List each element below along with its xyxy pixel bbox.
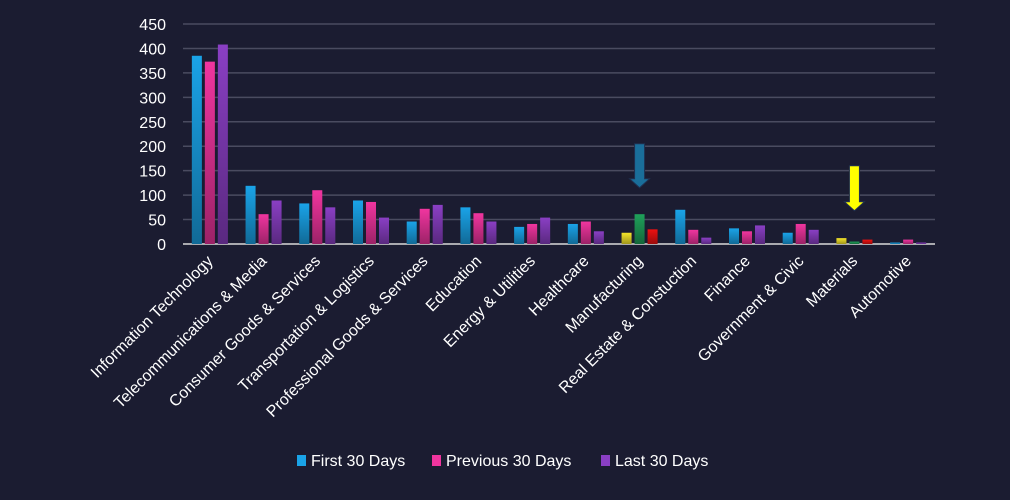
bar-shade [245,185,256,244]
bar-shade [634,214,645,244]
legend-swatch [297,455,306,466]
y-tick-label: 300 [139,90,166,107]
bar-shade [353,200,363,244]
bar-shade [486,221,497,244]
bar-shade [701,237,712,244]
bar-shade [460,207,471,244]
y-tick-label: 250 [139,115,166,132]
bar-shade [903,239,914,244]
bar-shade [299,203,310,244]
bar-shade [366,201,376,244]
y-tick-label: 100 [139,188,166,205]
bar-shade [688,229,699,244]
bar-shade [742,231,752,244]
x-tick-label: Finance [702,253,754,305]
y-tick-label: 50 [148,213,166,230]
bar-shade [621,232,632,244]
bar-shade [890,242,901,244]
bar-shade [782,232,793,244]
bar-shade [473,213,484,244]
y-tick-label: 450 [139,17,166,34]
bar-shade [312,190,323,244]
bar-shade [271,200,282,244]
y-tick-label: 400 [139,41,166,58]
down-arrow-icon [843,165,866,212]
legend-label: First 30 Days [311,453,405,470]
bar-shade [849,241,860,244]
y-tick-label: 150 [139,164,166,181]
bar-shade [808,229,819,244]
bar-shade [580,221,591,244]
y-tick-label: 200 [139,139,166,156]
bar-shade [406,221,417,244]
bar-shade [916,242,927,244]
bar-shade [795,223,806,244]
bar-shade [191,55,202,245]
bar-shade [729,228,739,244]
bar-shade [379,217,389,244]
bar-shade [540,217,551,244]
legend-label: Previous 30 Days [446,453,571,470]
bar-shade [755,225,765,244]
bar-shade [675,209,686,244]
bar-shade [432,204,443,244]
legend-label: Last 30 Days [615,453,708,470]
bar-shade [204,61,215,245]
bar-shade [217,44,228,245]
bar-shade [567,223,578,244]
x-tick-label: Energy & Utilities [441,253,539,351]
y-tick-label: 350 [139,66,166,83]
bar-shade [862,239,873,244]
bar-shade [593,231,604,244]
legend-swatch [601,455,610,466]
down-arrow-icon [628,143,651,189]
bar-shade [836,238,847,244]
bar-shade [325,207,336,244]
x-tick-label: Government & Civic [695,253,808,366]
bar-shade [527,223,538,244]
legend-swatch [432,455,441,466]
bar-shade [419,208,430,244]
bar-shade [514,226,525,244]
bar-shade [258,214,269,244]
y-tick-label: 0 [157,237,166,254]
bar-shade [647,229,658,244]
